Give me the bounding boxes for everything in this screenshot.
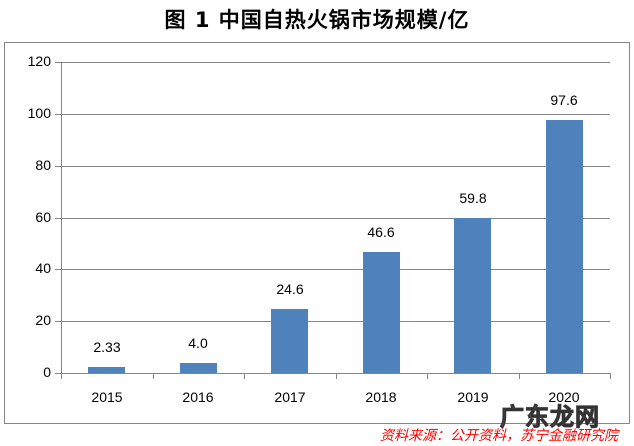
x-tick <box>610 373 611 379</box>
gridline <box>61 321 610 322</box>
bar-2019 <box>454 218 491 373</box>
y-tick-label: 40 <box>35 260 51 276</box>
x-tick-label: 2018 <box>365 389 397 405</box>
bar-2020 <box>546 120 583 373</box>
y-tick-label: 120 <box>27 53 51 69</box>
y-tick <box>55 321 61 322</box>
data-label: 97.6 <box>550 92 578 108</box>
x-tick-label: 2017 <box>274 389 306 405</box>
y-tick <box>55 269 61 270</box>
gridline <box>61 166 610 167</box>
y-tick-label: 0 <box>43 364 51 380</box>
watermark: 广东龙网 <box>500 403 600 432</box>
data-label: 46.6 <box>367 224 395 240</box>
bar-2017 <box>271 309 308 373</box>
chart-frame <box>4 42 630 424</box>
x-axis <box>61 373 610 374</box>
y-tick <box>55 166 61 167</box>
x-tick <box>519 373 520 379</box>
x-tick <box>244 373 245 379</box>
bar-2015 <box>88 367 125 373</box>
data-label: 2.33 <box>93 339 121 355</box>
bar-2016 <box>180 363 217 373</box>
data-label: 24.6 <box>276 281 304 297</box>
y-tick-label: 20 <box>35 312 51 328</box>
chart-title: 图 1 中国自热火锅市场规模/亿 <box>164 8 470 32</box>
x-tick-label: 2016 <box>182 389 214 405</box>
x-tick-label: 2019 <box>457 389 489 405</box>
x-tick <box>427 373 428 379</box>
x-tick <box>61 373 62 379</box>
plot-area: 0 20 40 60 80 100 120 2.33 2015 4.0 2016 24.6 2017 46… <box>28 53 611 405</box>
gridline <box>61 269 610 270</box>
y-tick <box>55 114 61 115</box>
x-tick <box>336 373 337 379</box>
y-tick-label: 80 <box>35 157 51 173</box>
source-note: 资料来源：公开资料，苏宁金融研究院 <box>380 428 618 444</box>
y-tick-label: 60 <box>35 209 51 225</box>
y-tick <box>55 373 61 374</box>
x-tick-label: 2015 <box>91 389 123 405</box>
gridline <box>61 218 610 219</box>
gridline <box>61 62 610 63</box>
data-label: 59.8 <box>459 190 487 206</box>
x-tick <box>153 373 154 379</box>
data-label: 4.0 <box>188 335 208 351</box>
y-tick <box>55 218 61 219</box>
y-tick-label: 100 <box>27 105 51 121</box>
x-tick-label: 2020 <box>548 389 580 405</box>
y-tick <box>55 62 61 63</box>
bar-2018 <box>363 252 400 373</box>
gridline <box>61 114 610 115</box>
